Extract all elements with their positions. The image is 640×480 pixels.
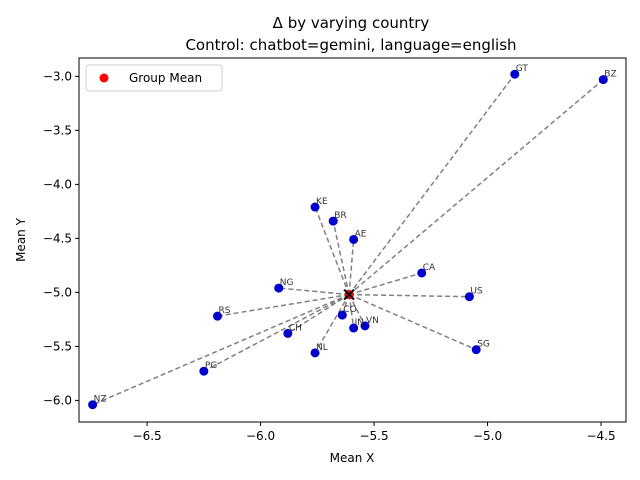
y-tick-label: −3.0 — [43, 69, 72, 83]
point-label-ke: KE — [316, 197, 328, 207]
y-tick-label: −6.0 — [43, 393, 72, 407]
point-label-ae: AE — [355, 229, 367, 239]
x-axis-ticks: −6.5 −6.0 −5.5 −5.0 −4.5 — [133, 422, 616, 443]
connector-line-vn — [348, 294, 366, 327]
data-point-ae — [349, 234, 359, 244]
chart-title: Δ by varying country — [273, 14, 430, 32]
legend-box — [85, 64, 223, 92]
connector-line-pg — [203, 293, 350, 372]
y-tick-label: −5.0 — [43, 285, 72, 299]
point-label-us: US — [470, 287, 483, 297]
connector-line-ca — [348, 272, 422, 296]
point-label-br: BR — [334, 211, 346, 221]
data-point-nl — [310, 348, 320, 358]
point-labels: GT BZ KE BR AE CA NG US RS CO IN VN CH SG NL PG NZ — [94, 64, 617, 405]
group-mean-cross — [343, 288, 355, 301]
connector-line-ae — [348, 239, 355, 295]
point-label-ch: CH — [289, 323, 302, 333]
connector-line-rs — [217, 293, 350, 317]
point-label-in: IN — [355, 318, 364, 328]
point-label-nl: NL — [316, 343, 328, 353]
y-tick-label: −4.0 — [43, 177, 72, 191]
connector-line-in — [348, 294, 355, 329]
data-point-co — [337, 310, 347, 320]
data-point-us — [464, 292, 474, 302]
x-axis-label: Mean X — [330, 451, 375, 465]
chart-subtitle: Control: chatbot=gemini, language=englis… — [185, 36, 516, 54]
x-tick-label: −5.0 — [473, 429, 502, 443]
data-point-vn — [360, 321, 370, 331]
point-label-ca: CA — [423, 263, 436, 273]
point-label-sg: SG — [477, 340, 490, 350]
connector-line-gt — [348, 73, 516, 295]
point-label-rs: RS — [218, 306, 230, 316]
y-axis-ticks: −6.0 −5.5 −5.0 −4.5 −4.0 −3.5 −3.0 — [43, 69, 79, 407]
data-point-gt — [510, 69, 520, 79]
legend-marker — [99, 73, 109, 83]
data-point-ke — [310, 202, 320, 212]
point-label-ng: NG — [280, 278, 294, 288]
connector-line-us — [349, 293, 470, 298]
data-point-rs — [212, 311, 222, 321]
y-tick-label: −5.5 — [43, 339, 72, 353]
x-tick-label: −6.5 — [133, 429, 162, 443]
point-label-nz: NZ — [94, 395, 107, 405]
connector-line-sg — [348, 293, 477, 351]
data-point-nz — [88, 400, 98, 410]
data-point-ca — [417, 268, 427, 278]
plot-frame — [78, 57, 627, 423]
point-label-bz: BZ — [604, 70, 616, 80]
legend-label: Group Mean — [129, 71, 202, 85]
connector-line-br — [332, 220, 350, 295]
x-tick-label: −5.5 — [359, 429, 388, 443]
legend: Group Mean — [85, 64, 223, 92]
y-tick-label: −3.5 — [43, 123, 72, 137]
connector-line-nz — [92, 293, 350, 406]
y-tick-label: −4.5 — [43, 231, 72, 245]
point-label-co: CO — [343, 305, 356, 315]
x-tick-label: −4.5 — [586, 429, 615, 443]
data-point-sg — [471, 345, 481, 355]
data-point-pg — [199, 366, 209, 376]
group-mean-layer — [343, 288, 355, 301]
data-point-br — [328, 216, 338, 226]
x-tick-label: −6.0 — [246, 429, 275, 443]
point-label-pg: PG — [205, 361, 217, 371]
point-label-gt: GT — [516, 64, 529, 74]
data-point-ng — [274, 283, 284, 293]
data-point-in — [349, 323, 359, 333]
connector-line-ch — [287, 293, 350, 335]
data-point-ch — [283, 328, 293, 338]
connector-lines — [92, 73, 604, 406]
data-points — [88, 69, 608, 410]
connector-line-ng — [278, 287, 350, 296]
data-point-bz — [598, 75, 608, 85]
point-label-vn: VN — [366, 316, 379, 326]
y-axis-label: Mean Y — [14, 217, 28, 262]
connector-line-nl — [314, 294, 350, 354]
